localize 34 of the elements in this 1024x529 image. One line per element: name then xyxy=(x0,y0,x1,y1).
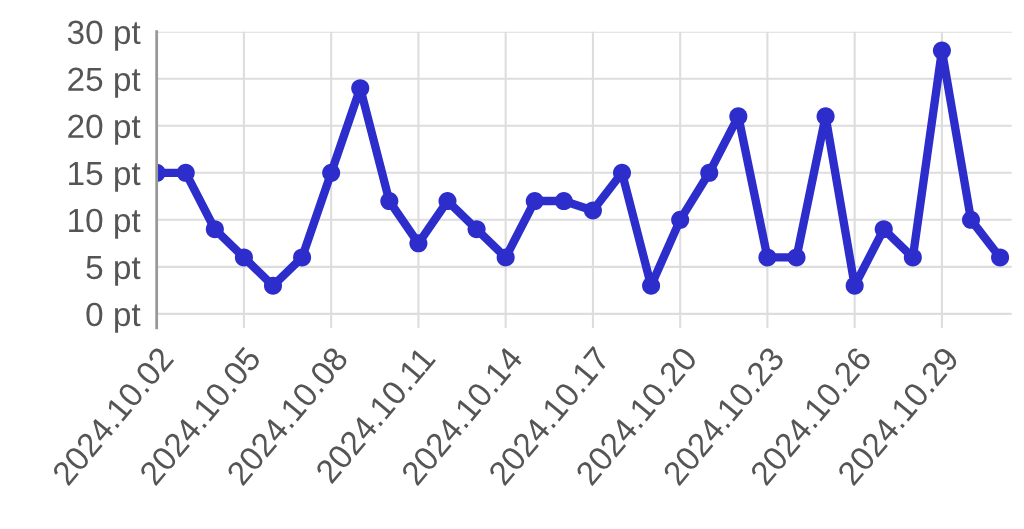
point xyxy=(845,276,864,295)
point xyxy=(234,248,253,267)
y-tick-label: 25 pt xyxy=(68,67,141,98)
point xyxy=(409,234,428,253)
point xyxy=(700,163,719,182)
point xyxy=(380,191,399,211)
point xyxy=(205,220,224,239)
point xyxy=(874,220,893,239)
point xyxy=(816,107,835,126)
point xyxy=(612,163,632,182)
point xyxy=(932,41,951,60)
point xyxy=(729,107,748,126)
y-tick-label: 5 pt xyxy=(86,256,141,286)
y-tick-label: 0 pt xyxy=(86,302,141,333)
y-tick-label: 20 pt xyxy=(68,114,141,145)
point xyxy=(467,220,486,239)
point xyxy=(787,248,806,267)
point xyxy=(293,248,312,267)
point xyxy=(322,163,341,182)
point xyxy=(671,210,690,229)
y-tick-label: 10 pt xyxy=(69,208,141,239)
point xyxy=(903,248,922,267)
point xyxy=(263,276,283,295)
point xyxy=(758,248,777,267)
point xyxy=(176,163,195,182)
point xyxy=(554,191,573,211)
y-tick-label: 30 pt xyxy=(67,20,141,51)
point xyxy=(991,248,1010,267)
point xyxy=(583,201,602,220)
point xyxy=(496,248,515,267)
point xyxy=(961,210,981,229)
point xyxy=(438,191,457,211)
point xyxy=(525,191,544,211)
y-tick-label: 15 pt xyxy=(69,161,141,192)
